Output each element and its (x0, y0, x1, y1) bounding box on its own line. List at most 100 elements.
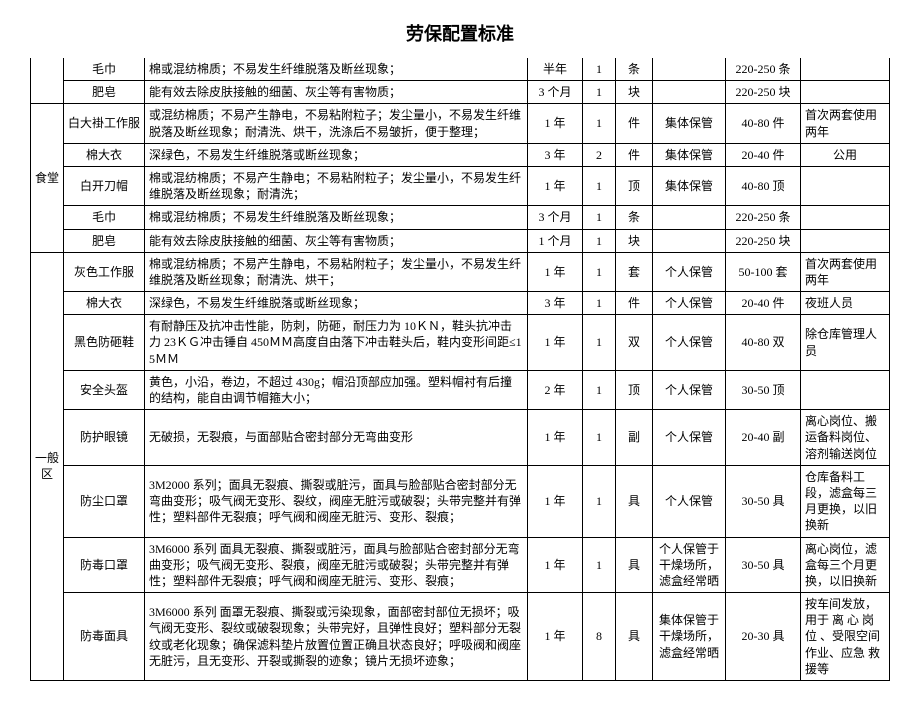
unit: 具 (616, 593, 653, 681)
qty: 2 (583, 143, 616, 166)
cycle: 3 年 (528, 292, 583, 315)
group-label: 一般区 (31, 252, 64, 680)
storage: 个人保管于干燥场所，滤盒经常晒 (653, 537, 726, 593)
table-row: 毛巾棉或混纺棉质；不易发生纤维脱落及断丝现象；3 个月1条 220-250 条 (31, 206, 890, 229)
item-desc: 或混纺棉质；不易产生静电，不易粘附粒子；发尘量小，不易发生纤维脱落及断丝现象；耐… (145, 104, 528, 143)
remark (801, 229, 890, 252)
unit: 块 (616, 229, 653, 252)
item-desc: 能有效去除皮肤接触的细菌、灰尘等有害物质； (145, 229, 528, 252)
item-desc: 棉或混纺棉质；不易发生纤维脱落及断丝现象； (145, 206, 528, 229)
cycle: 1 个月 (528, 229, 583, 252)
remark: 夜班人员 (801, 292, 890, 315)
item-desc: 3M6000 系列 面罩无裂痕、撕裂或污染现象，面部密封部位无损坏；吸气阀无变形… (145, 593, 528, 681)
remark: 离心岗位，滤盒每三个月更换，以旧换新 (801, 537, 890, 593)
item-name: 灰色工作服 (64, 252, 145, 291)
cycle: 1 年 (528, 537, 583, 593)
item-desc: 黄色，小沿，卷边，不超过 430g；帽沿顶部应加强。塑料帽衬有后撞的结构，能自由… (145, 370, 528, 409)
spec: 220-250 条 (726, 206, 801, 229)
cycle: 1 年 (528, 410, 583, 466)
table-row: 防尘口罩3M2000 系列；面具无裂痕、撕裂或脏污，面具与脸部贴合密封部分无弯曲… (31, 465, 890, 537)
item-name: 毛巾 (64, 206, 145, 229)
cycle: 3 个月 (528, 81, 583, 104)
storage (653, 206, 726, 229)
item-name: 白大褂工作服 (64, 104, 145, 143)
table-row: 毛巾棉或混纺棉质；不易发生纤维脱落及断丝现象；半年1条220-250 条 (31, 58, 890, 81)
spec: 220-250 条 (726, 58, 801, 81)
qty: 1 (583, 58, 616, 81)
unit: 副 (616, 410, 653, 466)
item-name: 防尘口罩 (64, 465, 145, 537)
storage: 个人保管 (653, 252, 726, 291)
qty: 1 (583, 229, 616, 252)
item-desc: 3M2000 系列；面具无裂痕、撕裂或脏污，面具与脸部贴合密封部分无弯曲变形；吸… (145, 465, 528, 537)
spec: 40-80 双 (726, 315, 801, 371)
unit: 条 (616, 206, 653, 229)
spec: 30-50 顶 (726, 370, 801, 409)
item-desc: 棉或混纺棉质；不易产生静电；不易粘附粒子；发尘量小，不易发生纤维脱落及断丝现象；… (145, 166, 528, 205)
cycle: 1 年 (528, 593, 583, 681)
cycle: 3 个月 (528, 206, 583, 229)
qty: 1 (583, 206, 616, 229)
remark: 公用 (801, 143, 890, 166)
storage (653, 58, 726, 81)
spec: 20-40 件 (726, 292, 801, 315)
page-title: 劳保配置标准 (30, 20, 890, 46)
item-desc: 3M6000 系列 面具无裂痕、撕裂或脏污，面具与脸部贴合密封部分无弯曲变形；吸… (145, 537, 528, 593)
spec: 20-40 副 (726, 410, 801, 466)
item-desc: 深绿色，不易发生纤维脱落或断丝现象； (145, 292, 528, 315)
cycle: 1 年 (528, 166, 583, 205)
table-row: 肥皂能有效去除皮肤接触的细菌、灰尘等有害物质；3 个月1块220-250 块 (31, 81, 890, 104)
remark (801, 206, 890, 229)
cycle: 半年 (528, 58, 583, 81)
spec: 20-40 件 (726, 143, 801, 166)
storage: 集体保管 (653, 143, 726, 166)
spec: 220-250 块 (726, 229, 801, 252)
remark: 离心岗位、搬运备料岗位、溶剂输送岗位 (801, 410, 890, 466)
unit: 双 (616, 315, 653, 371)
storage: 个人保管 (653, 292, 726, 315)
item-desc: 棉或混纺棉质；不易产生静电，不易粘附粒子；发尘量小，不易发生纤维脱落及断丝现象；… (145, 252, 528, 291)
item-name: 黑色防砸鞋 (64, 315, 145, 371)
table-row: 安全头盔黄色，小沿，卷边，不超过 430g；帽沿顶部应加强。塑料帽衬有后撞的结构… (31, 370, 890, 409)
qty: 8 (583, 593, 616, 681)
storage: 集体保管 (653, 104, 726, 143)
storage: 集体保管 (653, 166, 726, 205)
item-name: 肥皂 (64, 229, 145, 252)
remark: 仓库备料工段，滤盒每三月更换，以旧换新 (801, 465, 890, 537)
storage: 个人保管 (653, 410, 726, 466)
qty: 1 (583, 292, 616, 315)
table-row: 防毒口罩3M6000 系列 面具无裂痕、撕裂或脏污，面具与脸部贴合密封部分无弯曲… (31, 537, 890, 593)
table-row: 防毒面具3M6000 系列 面罩无裂痕、撕裂或污染现象，面部密封部位无损坏；吸气… (31, 593, 890, 681)
spec: 40-80 顶 (726, 166, 801, 205)
unit: 条 (616, 58, 653, 81)
qty: 1 (583, 104, 616, 143)
remark: 首次两套使用两年 (801, 252, 890, 291)
storage: 个人保管 (653, 315, 726, 371)
qty: 1 (583, 81, 616, 104)
unit: 具 (616, 465, 653, 537)
item-name: 毛巾 (64, 58, 145, 81)
cycle: 3 年 (528, 143, 583, 166)
unit: 件 (616, 104, 653, 143)
table-row: 棉大衣深绿色，不易发生纤维脱落或断丝现象；3 年1件个人保管20-40 件夜班人… (31, 292, 890, 315)
qty: 1 (583, 370, 616, 409)
table-row: 棉大衣深绿色，不易发生纤维脱落或断丝现象；3 年2件集体保管20-40 件公用 (31, 143, 890, 166)
item-name: 肥皂 (64, 81, 145, 104)
cycle: 1 年 (528, 104, 583, 143)
storage: 集体保管于干燥场所，滤盒经常晒 (653, 593, 726, 681)
storage: 个人保管 (653, 465, 726, 537)
storage (653, 229, 726, 252)
table-row: 黑色防砸鞋有耐静压及抗冲击性能，防刺，防砸，耐压力为 10ＫＮ，鞋头抗冲击力 2… (31, 315, 890, 371)
cycle: 1 年 (528, 252, 583, 291)
spec: 40-80 件 (726, 104, 801, 143)
remark (801, 370, 890, 409)
unit: 件 (616, 292, 653, 315)
spec: 220-250 块 (726, 81, 801, 104)
item-name: 防毒面具 (64, 593, 145, 681)
item-name: 防护眼镜 (64, 410, 145, 466)
table-row: 防护眼镜无破损，无裂痕，与面部贴合密封部分无弯曲变形1 年1副个人保管20-40… (31, 410, 890, 466)
cycle: 1 年 (528, 465, 583, 537)
remark: 除仓库管理人员 (801, 315, 890, 371)
item-desc: 深绿色，不易发生纤维脱落或断丝现象； (145, 143, 528, 166)
storage (653, 81, 726, 104)
